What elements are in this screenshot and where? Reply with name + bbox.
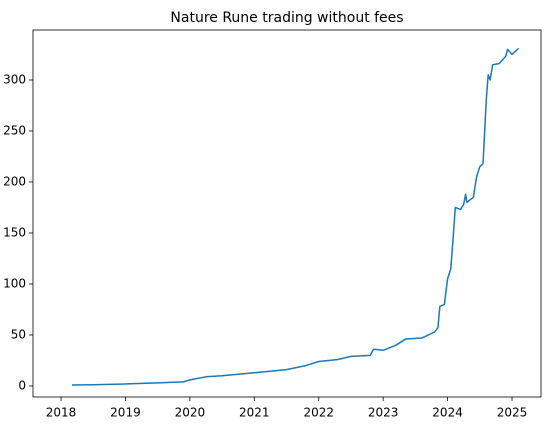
x-tick-label: 2025 <box>497 406 528 420</box>
x-tick-label: 2020 <box>175 406 206 420</box>
y-tick-label: 250 <box>3 123 26 137</box>
y-tick-label: 300 <box>3 72 26 86</box>
y-tick-label: 0 <box>18 378 26 392</box>
x-tick-label: 2019 <box>110 406 141 420</box>
chart-title: Nature Rune trading without fees <box>170 10 403 26</box>
y-tick-label: 100 <box>3 276 26 290</box>
line-series <box>71 47 519 386</box>
x-tick-label: 2021 <box>239 406 270 420</box>
y-tick-label: 200 <box>3 174 26 188</box>
x-tick-label: 2024 <box>432 406 463 420</box>
axes-frame <box>32 29 542 398</box>
x-tick-label: 2023 <box>368 406 399 420</box>
y-tick-label: 50 <box>11 327 26 341</box>
x-tick-label: 2022 <box>303 406 334 420</box>
x-tick-label: 2018 <box>46 406 77 420</box>
y-tick-label: 150 <box>3 225 26 239</box>
